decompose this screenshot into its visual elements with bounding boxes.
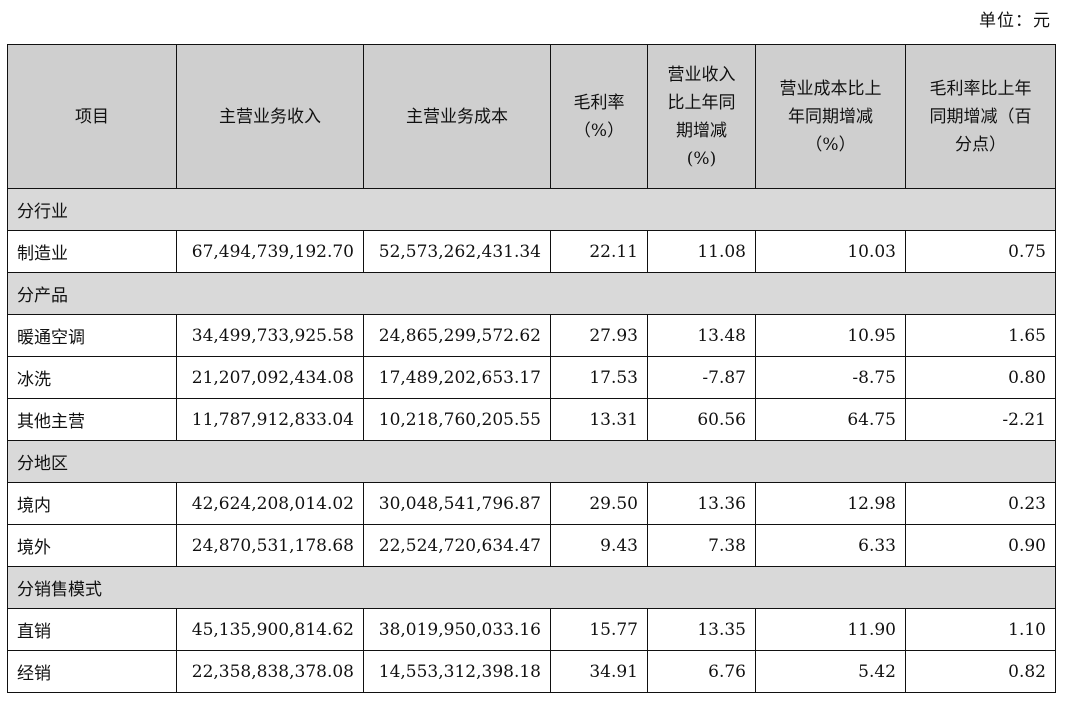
margin-change: -2.21 bbox=[905, 398, 1056, 441]
revenue-change: 11.08 bbox=[647, 230, 756, 273]
main-cost: 38,019,950,033.16 bbox=[363, 608, 551, 651]
cost-change: 12.98 bbox=[755, 482, 906, 525]
revenue-change: 13.36 bbox=[647, 482, 756, 525]
gross-margin: 29.50 bbox=[550, 482, 648, 525]
section-title: 分行业 bbox=[7, 188, 1056, 231]
margin-change: 1.10 bbox=[905, 608, 1056, 651]
section-title: 分销售模式 bbox=[7, 566, 1056, 609]
main-revenue: 67,494,739,192.70 bbox=[176, 230, 364, 273]
row-item-name: 冰洗 bbox=[7, 356, 177, 399]
row-item-name: 经销 bbox=[7, 650, 177, 693]
table-row: 制造业 67,494,739,192.70 52,573,262,431.34 22.… bbox=[7, 230, 1056, 273]
margin-change: 0.90 bbox=[905, 524, 1056, 567]
margin-change: 0.80 bbox=[905, 356, 1056, 399]
gross-margin: 17.53 bbox=[550, 356, 648, 399]
cost-change: 6.33 bbox=[755, 524, 906, 567]
col-header-margin-change: 毛利率比上年 同期增减（百 分点） bbox=[905, 44, 1056, 189]
gross-margin: 27.93 bbox=[550, 314, 648, 357]
main-revenue: 42,624,208,014.02 bbox=[176, 482, 364, 525]
margin-change: 0.82 bbox=[905, 650, 1056, 693]
section-title: 分产品 bbox=[7, 272, 1056, 315]
col-header-revenue: 主营业务收入 bbox=[176, 44, 364, 189]
row-item-name: 暖通空调 bbox=[7, 314, 177, 357]
gross-margin: 34.91 bbox=[550, 650, 648, 693]
cost-change: 10.03 bbox=[755, 230, 906, 273]
margin-change: 0.75 bbox=[905, 230, 1056, 273]
revenue-change: 6.76 bbox=[647, 650, 756, 693]
gross-margin: 13.31 bbox=[550, 398, 648, 441]
margin-change: 0.23 bbox=[905, 482, 1056, 525]
main-cost: 30,048,541,796.87 bbox=[363, 482, 551, 525]
col-header-cost-change: 营业成本比上 年同期增减 （%） bbox=[755, 44, 906, 189]
unit-label: 单位：元 bbox=[979, 11, 1051, 31]
row-item-name: 境外 bbox=[7, 524, 177, 567]
row-item-name: 制造业 bbox=[7, 230, 177, 273]
main-cost: 24,865,299,572.62 bbox=[363, 314, 551, 357]
table-row: 境内 42,624,208,014.02 30,048,541,796.87 29.5… bbox=[7, 482, 1056, 525]
cost-change: 11.90 bbox=[755, 608, 906, 651]
cost-change: 64.75 bbox=[755, 398, 906, 441]
row-item-name: 境内 bbox=[7, 482, 177, 525]
table-body: 分行业 制造业 67,494,739,192.70 52,573,262,431.34… bbox=[7, 188, 1056, 693]
section-row: 分产品 bbox=[7, 272, 1056, 315]
col-header-cost: 主营业务成本 bbox=[363, 44, 551, 189]
revenue-change: -7.87 bbox=[647, 356, 756, 399]
main-revenue: 21,207,092,434.08 bbox=[176, 356, 364, 399]
col-header-item: 项目 bbox=[7, 44, 177, 189]
margin-change: 1.65 bbox=[905, 314, 1056, 357]
main-revenue: 11,787,912,833.04 bbox=[176, 398, 364, 441]
section-title: 分地区 bbox=[7, 440, 1056, 483]
main-revenue: 45,135,900,814.62 bbox=[176, 608, 364, 651]
main-revenue: 24,870,531,178.68 bbox=[176, 524, 364, 567]
table-row: 直销 45,135,900,814.62 38,019,950,033.16 15.7… bbox=[7, 608, 1056, 651]
main-cost: 10,218,760,205.55 bbox=[363, 398, 551, 441]
revenue-change: 13.35 bbox=[647, 608, 756, 651]
section-row: 分销售模式 bbox=[7, 566, 1056, 609]
main-cost: 14,553,312,398.18 bbox=[363, 650, 551, 693]
cost-change: -8.75 bbox=[755, 356, 906, 399]
row-item-name: 其他主营 bbox=[7, 398, 177, 441]
cost-change: 10.95 bbox=[755, 314, 906, 357]
gross-margin: 15.77 bbox=[550, 608, 648, 651]
cost-change: 5.42 bbox=[755, 650, 906, 693]
section-row: 分行业 bbox=[7, 188, 1056, 231]
revenue-table: 项目 主营业务收入 主营业务成本 毛利率 （%） 营业收入 比上年同 期增减 (%) 营业… bbox=[7, 44, 1056, 693]
gross-margin: 9.43 bbox=[550, 524, 648, 567]
main-cost: 22,524,720,634.47 bbox=[363, 524, 551, 567]
section-row: 分地区 bbox=[7, 440, 1056, 483]
main-revenue: 22,358,838,378.08 bbox=[176, 650, 364, 693]
main-revenue: 34,499,733,925.58 bbox=[176, 314, 364, 357]
table-row: 经销 22,358,838,378.08 14,553,312,398.18 34.9… bbox=[7, 650, 1056, 693]
row-item-name: 直销 bbox=[7, 608, 177, 651]
revenue-change: 7.38 bbox=[647, 524, 756, 567]
table-row: 冰洗 21,207,092,434.08 17,489,202,653.17 17.5… bbox=[7, 356, 1056, 399]
header-row: 项目 主营业务收入 主营业务成本 毛利率 （%） 营业收入 比上年同 期增减 (%) 营业… bbox=[7, 44, 1056, 189]
table-row: 境外 24,870,531,178.68 22,524,720,634.47 9.43… bbox=[7, 524, 1056, 567]
main-cost: 52,573,262,431.34 bbox=[363, 230, 551, 273]
table-row: 暖通空调 34,499,733,925.58 24,865,299,572.62 27… bbox=[7, 314, 1056, 357]
gross-margin: 22.11 bbox=[550, 230, 648, 273]
col-header-revenue-change: 营业收入 比上年同 期增减 (%) bbox=[647, 44, 756, 189]
revenue-change: 13.48 bbox=[647, 314, 756, 357]
revenue-change: 60.56 bbox=[647, 398, 756, 441]
main-cost: 17,489,202,653.17 bbox=[363, 356, 551, 399]
col-header-gross-margin: 毛利率 （%） bbox=[550, 44, 648, 189]
table-row: 其他主营 11,787,912,833.04 10,218,760,205.55 13… bbox=[7, 398, 1056, 441]
